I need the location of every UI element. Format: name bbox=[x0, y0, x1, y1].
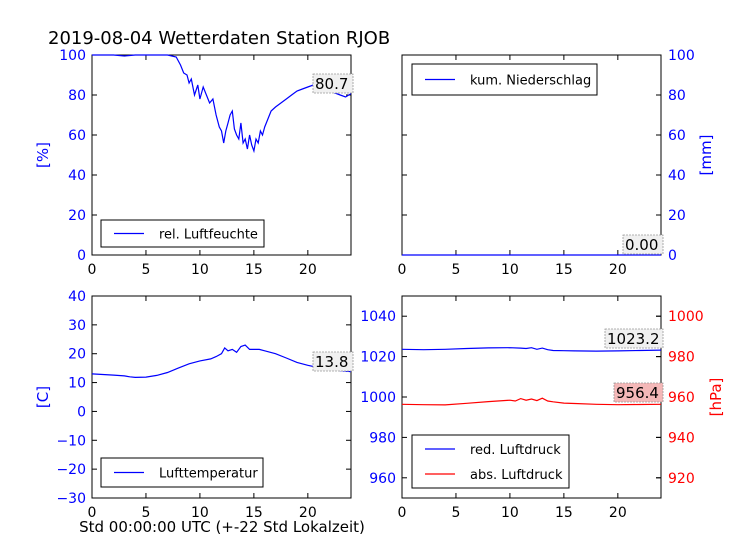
humidity-y-tick-label: 0 bbox=[77, 248, 86, 264]
figure-title: 2019-08-04 Wetterdaten Station RJOB bbox=[48, 28, 390, 49]
humidity-value-badge-box-0 bbox=[312, 73, 354, 94]
temperature-y-tick-label: 40 bbox=[68, 289, 86, 305]
temperature-x-tick-label: 15 bbox=[245, 505, 263, 521]
temperature-y-tick-label: 30 bbox=[68, 318, 86, 334]
pressure-y-right-tick-label: 1000 bbox=[668, 309, 704, 325]
precipitation-y-tick-label: 60 bbox=[668, 128, 686, 144]
humidity-x-tick-label: 5 bbox=[141, 262, 150, 278]
pressure-x-tick-label: 20 bbox=[609, 505, 627, 521]
precipitation-value-badge-box-0 bbox=[622, 234, 664, 255]
pressure-legend-label-0: red. Luftdruck bbox=[470, 443, 561, 458]
pressure-legend-label-1: abs. Luftdruck bbox=[470, 468, 563, 483]
temperature-value-badge-0: 13.8 bbox=[315, 353, 348, 371]
precipitation-y-tick-label: 40 bbox=[668, 168, 686, 184]
pressure-value-badge-box-0 bbox=[604, 328, 664, 349]
humidity-y-tick-label: 80 bbox=[68, 88, 86, 104]
pressure-series-line-0 bbox=[401, 347, 662, 352]
precipitation-legend-label-0: kum. Niederschlag bbox=[470, 74, 591, 89]
temperature-plot-frame bbox=[91, 295, 352, 499]
pressure-value-badge-1: 956.4 bbox=[616, 384, 659, 402]
pressure-y-right-tick-label: 940 bbox=[668, 430, 695, 446]
precipitation-x-tick-label: 10 bbox=[501, 262, 519, 278]
humidity-y-tick-label: 40 bbox=[68, 168, 86, 184]
temperature-legend-label-0: Lufttemperatur bbox=[159, 467, 258, 482]
precipitation-y-tick-label: 0 bbox=[668, 248, 677, 264]
pressure-value-badge-0: 1023.2 bbox=[607, 330, 660, 348]
precipitation-value-badge-0: 0.00 bbox=[625, 236, 658, 254]
pressure-x-tick-label: 15 bbox=[555, 505, 573, 521]
humidity-value-badge-0: 80.7 bbox=[315, 75, 348, 93]
humidity-x-tick-label: 15 bbox=[245, 262, 263, 278]
temperature-x-tick-label: 20 bbox=[299, 505, 317, 521]
temperature-y-tick-label: −30 bbox=[56, 491, 86, 507]
precipitation-x-tick-label: 5 bbox=[451, 262, 460, 278]
pressure-series-line-1 bbox=[401, 397, 662, 406]
precipitation-x-tick-label: 20 bbox=[609, 262, 627, 278]
humidity-x-tick-label: 10 bbox=[191, 262, 209, 278]
temperature-y-tick-label: 0 bbox=[77, 404, 86, 420]
x-axis-label: Std 00:00:00 UTC (+-22 Std Lokalzeit) bbox=[79, 518, 365, 536]
temperature-x-tick-label: 5 bbox=[141, 505, 150, 521]
humidity-y-tick-label: 60 bbox=[68, 128, 86, 144]
precipitation-y-tick-label: 80 bbox=[668, 88, 686, 104]
humidity-x-tick-label: 0 bbox=[88, 262, 97, 278]
pressure-x-tick-label: 5 bbox=[451, 505, 460, 521]
humidity-legend-label-0: rel. Luftfeuchte bbox=[159, 228, 258, 243]
pressure-y-right-tick-label: 980 bbox=[668, 350, 695, 366]
temperature-y-tick-label: −10 bbox=[56, 433, 86, 449]
pressure-y-right-tick-label: 920 bbox=[668, 471, 695, 487]
precipitation-x-tick-label: 0 bbox=[398, 262, 407, 278]
temperature-series-line-0 bbox=[91, 344, 352, 379]
temperature-y-tick-label: 10 bbox=[68, 376, 86, 392]
temperature-value-badge-box-0 bbox=[312, 351, 354, 372]
pressure-value-badge-box-1 bbox=[613, 382, 664, 403]
humidity-x-tick-label: 20 bbox=[299, 262, 317, 278]
pressure-x-tick-label: 10 bbox=[501, 505, 519, 521]
temperature-x-tick-label: 10 bbox=[191, 505, 209, 521]
pressure-y-tick-label: 960 bbox=[369, 471, 396, 487]
temperature-y-tick-label: 20 bbox=[68, 347, 86, 363]
pressure-y-tick-label: 1040 bbox=[360, 309, 396, 325]
pressure-y-tick-label: 1020 bbox=[360, 350, 396, 366]
precipitation-x-tick-label: 15 bbox=[555, 262, 573, 278]
pressure-y-tick-label: 1000 bbox=[360, 390, 396, 406]
humidity-y-tick-label: 100 bbox=[59, 48, 86, 64]
precipitation-y-tick-label: 20 bbox=[668, 208, 686, 224]
humidity-plot-frame bbox=[91, 54, 352, 256]
temperature-y-axis-label: [C] bbox=[34, 386, 52, 408]
humidity-series-line-0 bbox=[92, 54, 352, 154]
pressure-legend-box bbox=[411, 434, 570, 489]
precipitation-y-tick-label: 100 bbox=[668, 48, 695, 64]
temperature-y-tick-label: −20 bbox=[56, 462, 86, 478]
humidity-y-tick-label: 20 bbox=[68, 208, 86, 224]
temperature-x-tick-label: 0 bbox=[88, 505, 97, 521]
humidity-y-axis-label: [%] bbox=[34, 142, 52, 168]
pressure-y-right-tick-label: 960 bbox=[668, 390, 695, 406]
pressure-x-tick-label: 0 bbox=[398, 505, 407, 521]
precipitation-y-axis-label: [mm] bbox=[697, 135, 715, 176]
pressure-y-right-axis-label: [hPa] bbox=[707, 378, 725, 417]
pressure-y-tick-label: 980 bbox=[369, 430, 396, 446]
